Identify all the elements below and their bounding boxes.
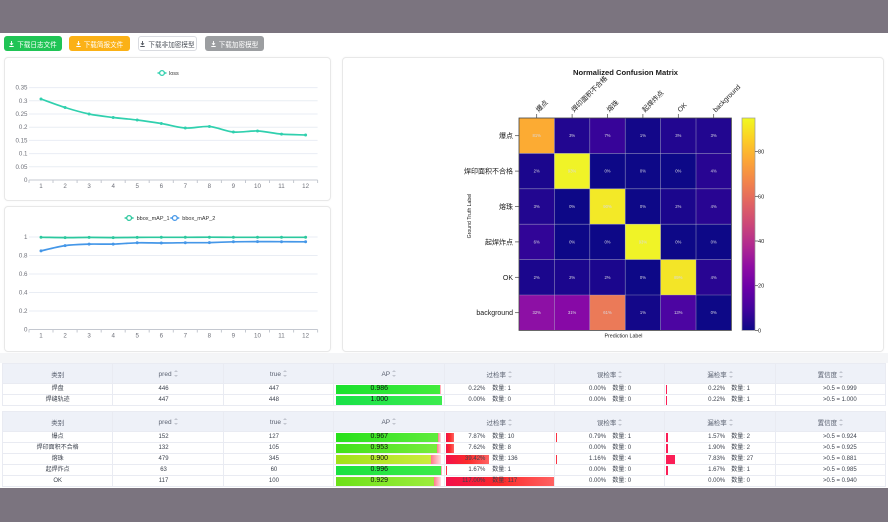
svg-text:0%: 0%	[711, 239, 717, 244]
svg-text:0.05: 0.05	[15, 164, 28, 171]
svg-text:bbox_mAP_1: bbox_mAP_1	[137, 216, 170, 222]
svg-text:7: 7	[184, 183, 188, 190]
svg-text:1%: 1%	[640, 310, 646, 315]
svg-text:7%: 7%	[604, 133, 610, 138]
svg-text:20: 20	[758, 284, 764, 290]
svg-text:4%: 4%	[711, 169, 717, 174]
svg-text:爆点: 爆点	[499, 131, 513, 140]
svg-text:起焊炸点: 起焊炸点	[485, 237, 513, 246]
svg-text:2%: 2%	[534, 169, 540, 174]
svg-text:90%: 90%	[603, 204, 612, 209]
svg-text:OK: OK	[503, 275, 513, 282]
svg-text:2: 2	[63, 332, 67, 339]
svg-text:0.15: 0.15	[15, 137, 28, 144]
svg-text:0.2: 0.2	[19, 124, 28, 131]
svg-text:Normalized Confusion Matrix: Normalized Confusion Matrix	[573, 68, 679, 77]
svg-text:1%: 1%	[640, 133, 646, 138]
svg-text:93%: 93%	[639, 239, 648, 244]
svg-text:爆点: 爆点	[534, 98, 550, 114]
svg-text:13%: 13%	[674, 310, 683, 315]
svg-text:0%: 0%	[569, 204, 575, 209]
svg-text:3%: 3%	[675, 133, 681, 138]
svg-text:0.1: 0.1	[19, 151, 28, 158]
svg-text:9: 9	[232, 332, 236, 339]
svg-text:0.8: 0.8	[19, 253, 28, 260]
svg-text:4%: 4%	[711, 275, 717, 280]
svg-text:61%: 61%	[603, 310, 612, 315]
svg-text:0.25: 0.25	[15, 111, 28, 118]
svg-text:31%: 31%	[568, 310, 577, 315]
svg-text:Prediction Label: Prediction Label	[605, 334, 643, 340]
svg-text:熔珠: 熔珠	[605, 98, 621, 114]
svg-text:0%: 0%	[711, 310, 717, 315]
svg-text:3: 3	[87, 183, 91, 190]
svg-text:7: 7	[184, 332, 188, 339]
svg-text:8: 8	[208, 183, 212, 190]
svg-text:0%: 0%	[640, 169, 646, 174]
svg-text:6: 6	[160, 183, 164, 190]
svg-text:2%: 2%	[534, 275, 540, 280]
svg-text:8: 8	[208, 332, 212, 339]
svg-text:4: 4	[111, 183, 115, 190]
svg-text:4: 4	[111, 332, 115, 339]
svg-text:0: 0	[24, 177, 28, 184]
svg-text:6%: 6%	[534, 239, 540, 244]
svg-text:0.6: 0.6	[19, 271, 28, 278]
svg-text:2: 2	[63, 183, 67, 190]
svg-text:起焊炸点: 起焊炸点	[640, 88, 666, 114]
svg-text:10: 10	[254, 332, 261, 339]
svg-text:12: 12	[302, 183, 309, 190]
svg-text:32%: 32%	[533, 310, 542, 315]
svg-text:81%: 81%	[533, 133, 542, 138]
svg-text:焊印面积不合格: 焊印面积不合格	[569, 74, 609, 114]
svg-text:9: 9	[232, 183, 236, 190]
svg-text:0: 0	[758, 328, 761, 334]
svg-text:熔珠: 熔珠	[499, 202, 513, 211]
svg-text:2%: 2%	[675, 204, 681, 209]
svg-text:3%: 3%	[534, 204, 540, 209]
svg-text:5: 5	[135, 183, 139, 190]
svg-text:11: 11	[278, 183, 285, 190]
svg-text:bbox_mAP_2: bbox_mAP_2	[182, 216, 215, 222]
svg-text:OK: OK	[677, 102, 689, 114]
svg-text:0.35: 0.35	[15, 85, 28, 92]
svg-text:background: background	[712, 84, 742, 114]
svg-text:3%: 3%	[711, 133, 717, 138]
svg-text:5: 5	[135, 332, 139, 339]
svg-text:0%: 0%	[604, 239, 610, 244]
svg-text:0%: 0%	[640, 204, 646, 209]
svg-text:2%: 2%	[569, 275, 575, 280]
svg-text:焊印面积不合格: 焊印面积不合格	[464, 167, 513, 176]
svg-text:1: 1	[39, 332, 43, 339]
svg-text:0%: 0%	[604, 169, 610, 174]
svg-text:0: 0	[24, 327, 28, 334]
svg-text:89%: 89%	[674, 275, 683, 280]
svg-text:10: 10	[254, 183, 261, 190]
svg-text:background: background	[476, 310, 513, 317]
svg-text:6: 6	[160, 332, 164, 339]
svg-text:0%: 0%	[640, 275, 646, 280]
svg-text:40: 40	[758, 239, 764, 245]
svg-text:0.2: 0.2	[19, 308, 28, 315]
svg-text:3: 3	[87, 332, 91, 339]
svg-text:0%: 0%	[569, 239, 575, 244]
svg-text:1: 1	[39, 183, 43, 190]
svg-text:12: 12	[302, 332, 309, 339]
svg-text:0%: 0%	[675, 239, 681, 244]
svg-text:11: 11	[278, 332, 285, 339]
svg-text:80: 80	[758, 150, 764, 156]
svg-text:3%: 3%	[569, 133, 575, 138]
svg-text:0%: 0%	[675, 169, 681, 174]
svg-text:0.3: 0.3	[19, 98, 28, 105]
svg-text:93%: 93%	[568, 169, 577, 174]
svg-text:loss: loss	[169, 71, 179, 77]
svg-text:0.4: 0.4	[19, 290, 28, 297]
svg-text:1: 1	[24, 234, 28, 241]
svg-text:2%: 2%	[604, 275, 610, 280]
svg-text:Ground Truth Label: Ground Truth Label	[467, 194, 473, 239]
svg-text:60: 60	[758, 194, 764, 200]
svg-text:4%: 4%	[711, 204, 717, 209]
